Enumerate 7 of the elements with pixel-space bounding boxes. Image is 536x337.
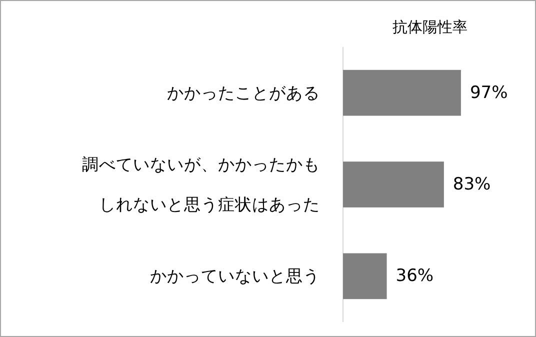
data-label: 83% [452,174,491,194]
chart-title: 抗体陽性率 [392,18,468,36]
data-label: 36% [396,266,434,286]
y-tick-label: かかったことがある [167,83,320,102]
data-label: 97% [470,82,508,103]
category-label: 調べていないが、かかったかもしれないと思う症状はあった [82,155,320,214]
y-tick-label: かかっていないと思う [150,266,320,286]
